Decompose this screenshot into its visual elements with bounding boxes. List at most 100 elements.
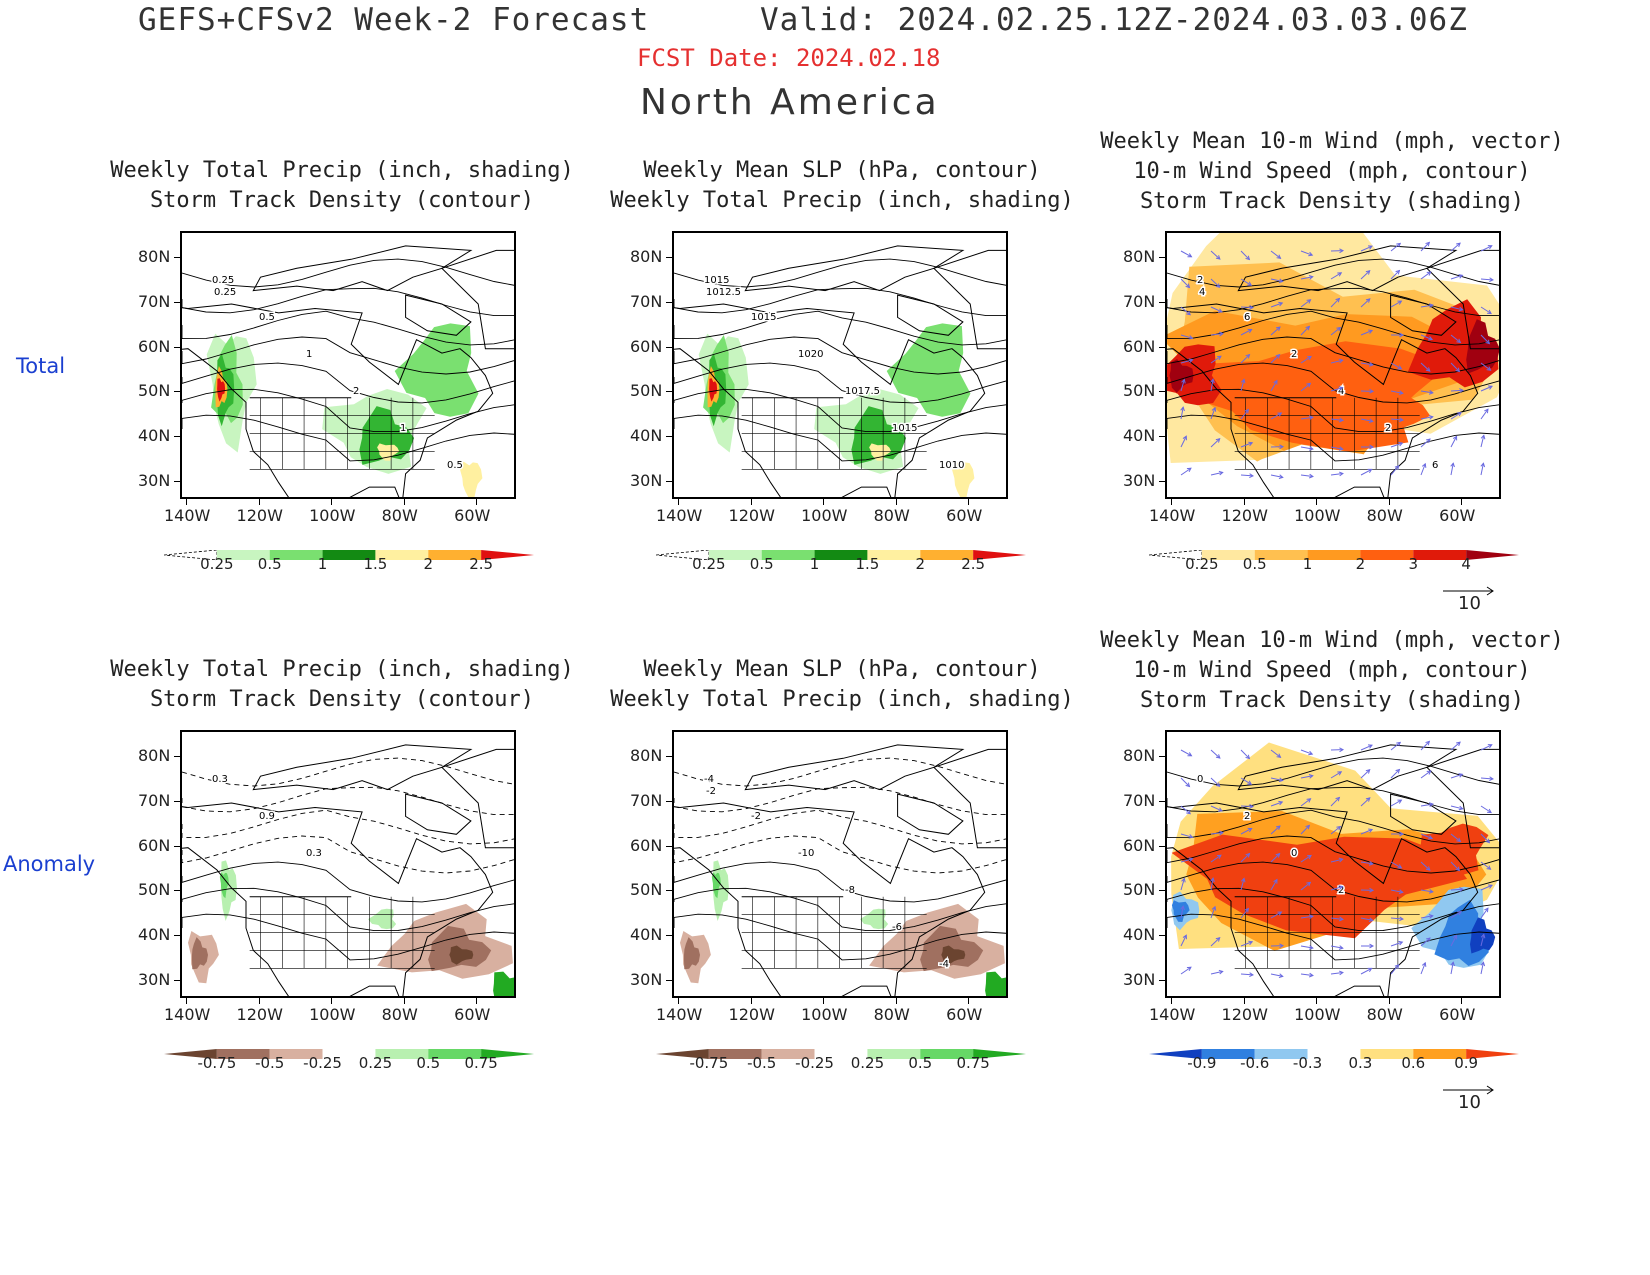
contour-label: 0.5 [259,312,275,323]
valid-range: Valid: 2024.02.25.12Z-2024.03.03.06Z [760,2,1468,38]
lon-tick-label: 140W [164,1005,211,1024]
shading-region [684,937,700,970]
map-canvas: 0.3 0.9 0.3 [182,732,514,996]
lon-tick-label: 80W [873,1005,910,1024]
colorbar-label: 2 [423,555,434,573]
lon-tick-mark [476,998,478,1004]
lon-tick-mark [1388,499,1390,505]
lon-tick-mark [331,998,333,1004]
shading-region [886,323,971,417]
shading-region [359,406,415,465]
shading-region [1341,393,1431,442]
panel-title: Weekly Mean 10-m Wind (mph, vector) 10-m … [1072,626,1592,716]
lat-tick-mark [174,801,180,802]
lat-tick-mark [666,845,672,847]
contour-lines [1167,258,1499,462]
shading-region [1177,966,1492,996]
lat-tick-mark [174,756,180,758]
contour-label: -8 [845,885,855,896]
lon-tick-mark [476,499,478,505]
coastline [1167,245,1499,497]
contour-label: 0.9 [259,811,275,822]
lat-tick-mark [1159,302,1165,303]
contour-label: 0.3 [212,774,228,785]
vector-reference-arrow [1443,581,1495,596]
contour-label: 0.25 [214,287,236,298]
lat-tick-mark [1159,979,1165,981]
colorbar-label: 0.25 [1185,555,1219,573]
panel-title: Weekly Total Precip (inch, shading) Storm… [82,156,602,216]
coastline [674,245,1006,497]
colorbar-label: -0.5 [255,1054,285,1072]
coastline [182,744,514,996]
colorbar-label: -0.6 [1240,1054,1270,1072]
lon-tick-label: 60W [946,1005,983,1024]
region-title: North America [640,82,940,123]
lat-tick-label: 40N [1123,925,1156,944]
panel-title-line: 10-m Wind Speed (mph, contour) [1133,159,1531,184]
lat-tick-mark [174,257,180,259]
lat-tick-mark [666,480,672,482]
lon-tick-mark [678,499,679,505]
contour-label: 1020 [798,349,823,360]
chart-title: GEFS+CFSv2 Week-2 Forecast [138,2,650,38]
lat-tick-label: 70N [1123,292,1156,311]
colorbar-label: 0.25 [692,555,726,573]
lon-tick-mark [1461,499,1463,505]
lat-tick-label: 40N [630,426,663,445]
contour-label: -4 [704,774,714,785]
vector-reference-arrow [1443,1080,1495,1095]
lon-tick-label: 80W [873,506,910,525]
colorbar-label: 0.25 [850,1054,885,1072]
lon-tick-mark [1243,998,1245,1004]
row-label-anomaly: Anomaly [3,852,96,876]
contour-label: 1015 [704,275,729,286]
contour-label: -2 [751,811,761,822]
vector-reference-label: 10 [1458,593,1481,614]
lat-tick-label: 80N [138,746,171,766]
lat-tick-label: 30N [630,969,663,989]
coastline [1167,744,1499,996]
lon-tick-label: 100W [309,506,356,525]
colorbar [656,1044,1026,1059]
lat-tick-label: 60N [1123,336,1156,356]
lat-tick-mark [1159,845,1165,847]
colorbar-label: -0.5 [747,1054,777,1072]
shading-region [851,406,907,465]
lat-tick-label: 80N [138,247,171,267]
colorbar-label: 0.9 [1454,1054,1479,1072]
lon-tick-mark [678,998,679,1004]
lat-tick-mark [1159,756,1165,758]
lon-tick-mark [968,499,970,505]
colorbar-label: 1.5 [363,555,388,573]
lat-tick-mark [1159,391,1165,393]
lat-tick-mark [174,302,180,303]
lat-tick-label: 50N [138,880,171,900]
shading-region [192,937,208,970]
lat-tick-label: 40N [138,925,171,944]
lon-tick-mark [331,499,333,505]
contour-label: 4 [1338,386,1344,397]
lon-tick-label: 60W [1439,1005,1476,1024]
lon-tick-mark [1461,998,1463,1004]
colorbar-label: 3 [1408,555,1419,573]
lat-tick-mark [1159,801,1165,802]
lat-tick-mark [1159,890,1165,892]
lat-tick-label: 80N [630,746,663,766]
lon-tick-mark [403,998,405,1004]
lon-tick-label: 100W [1294,1005,1341,1024]
shading-region [368,908,397,930]
lon-tick-label: 100W [801,1005,848,1024]
lon-tick-mark [258,499,260,505]
lon-tick-label: 100W [309,1005,356,1024]
lat-tick-mark [666,756,672,758]
lat-tick-mark [174,480,180,482]
lat-tick-mark [174,935,180,936]
contour-label: -2 [706,786,716,797]
shading-region [1169,359,1194,393]
contour-label: 0.3 [306,848,322,859]
shading-region [985,971,1006,996]
contour-label: 6 [1432,460,1438,471]
